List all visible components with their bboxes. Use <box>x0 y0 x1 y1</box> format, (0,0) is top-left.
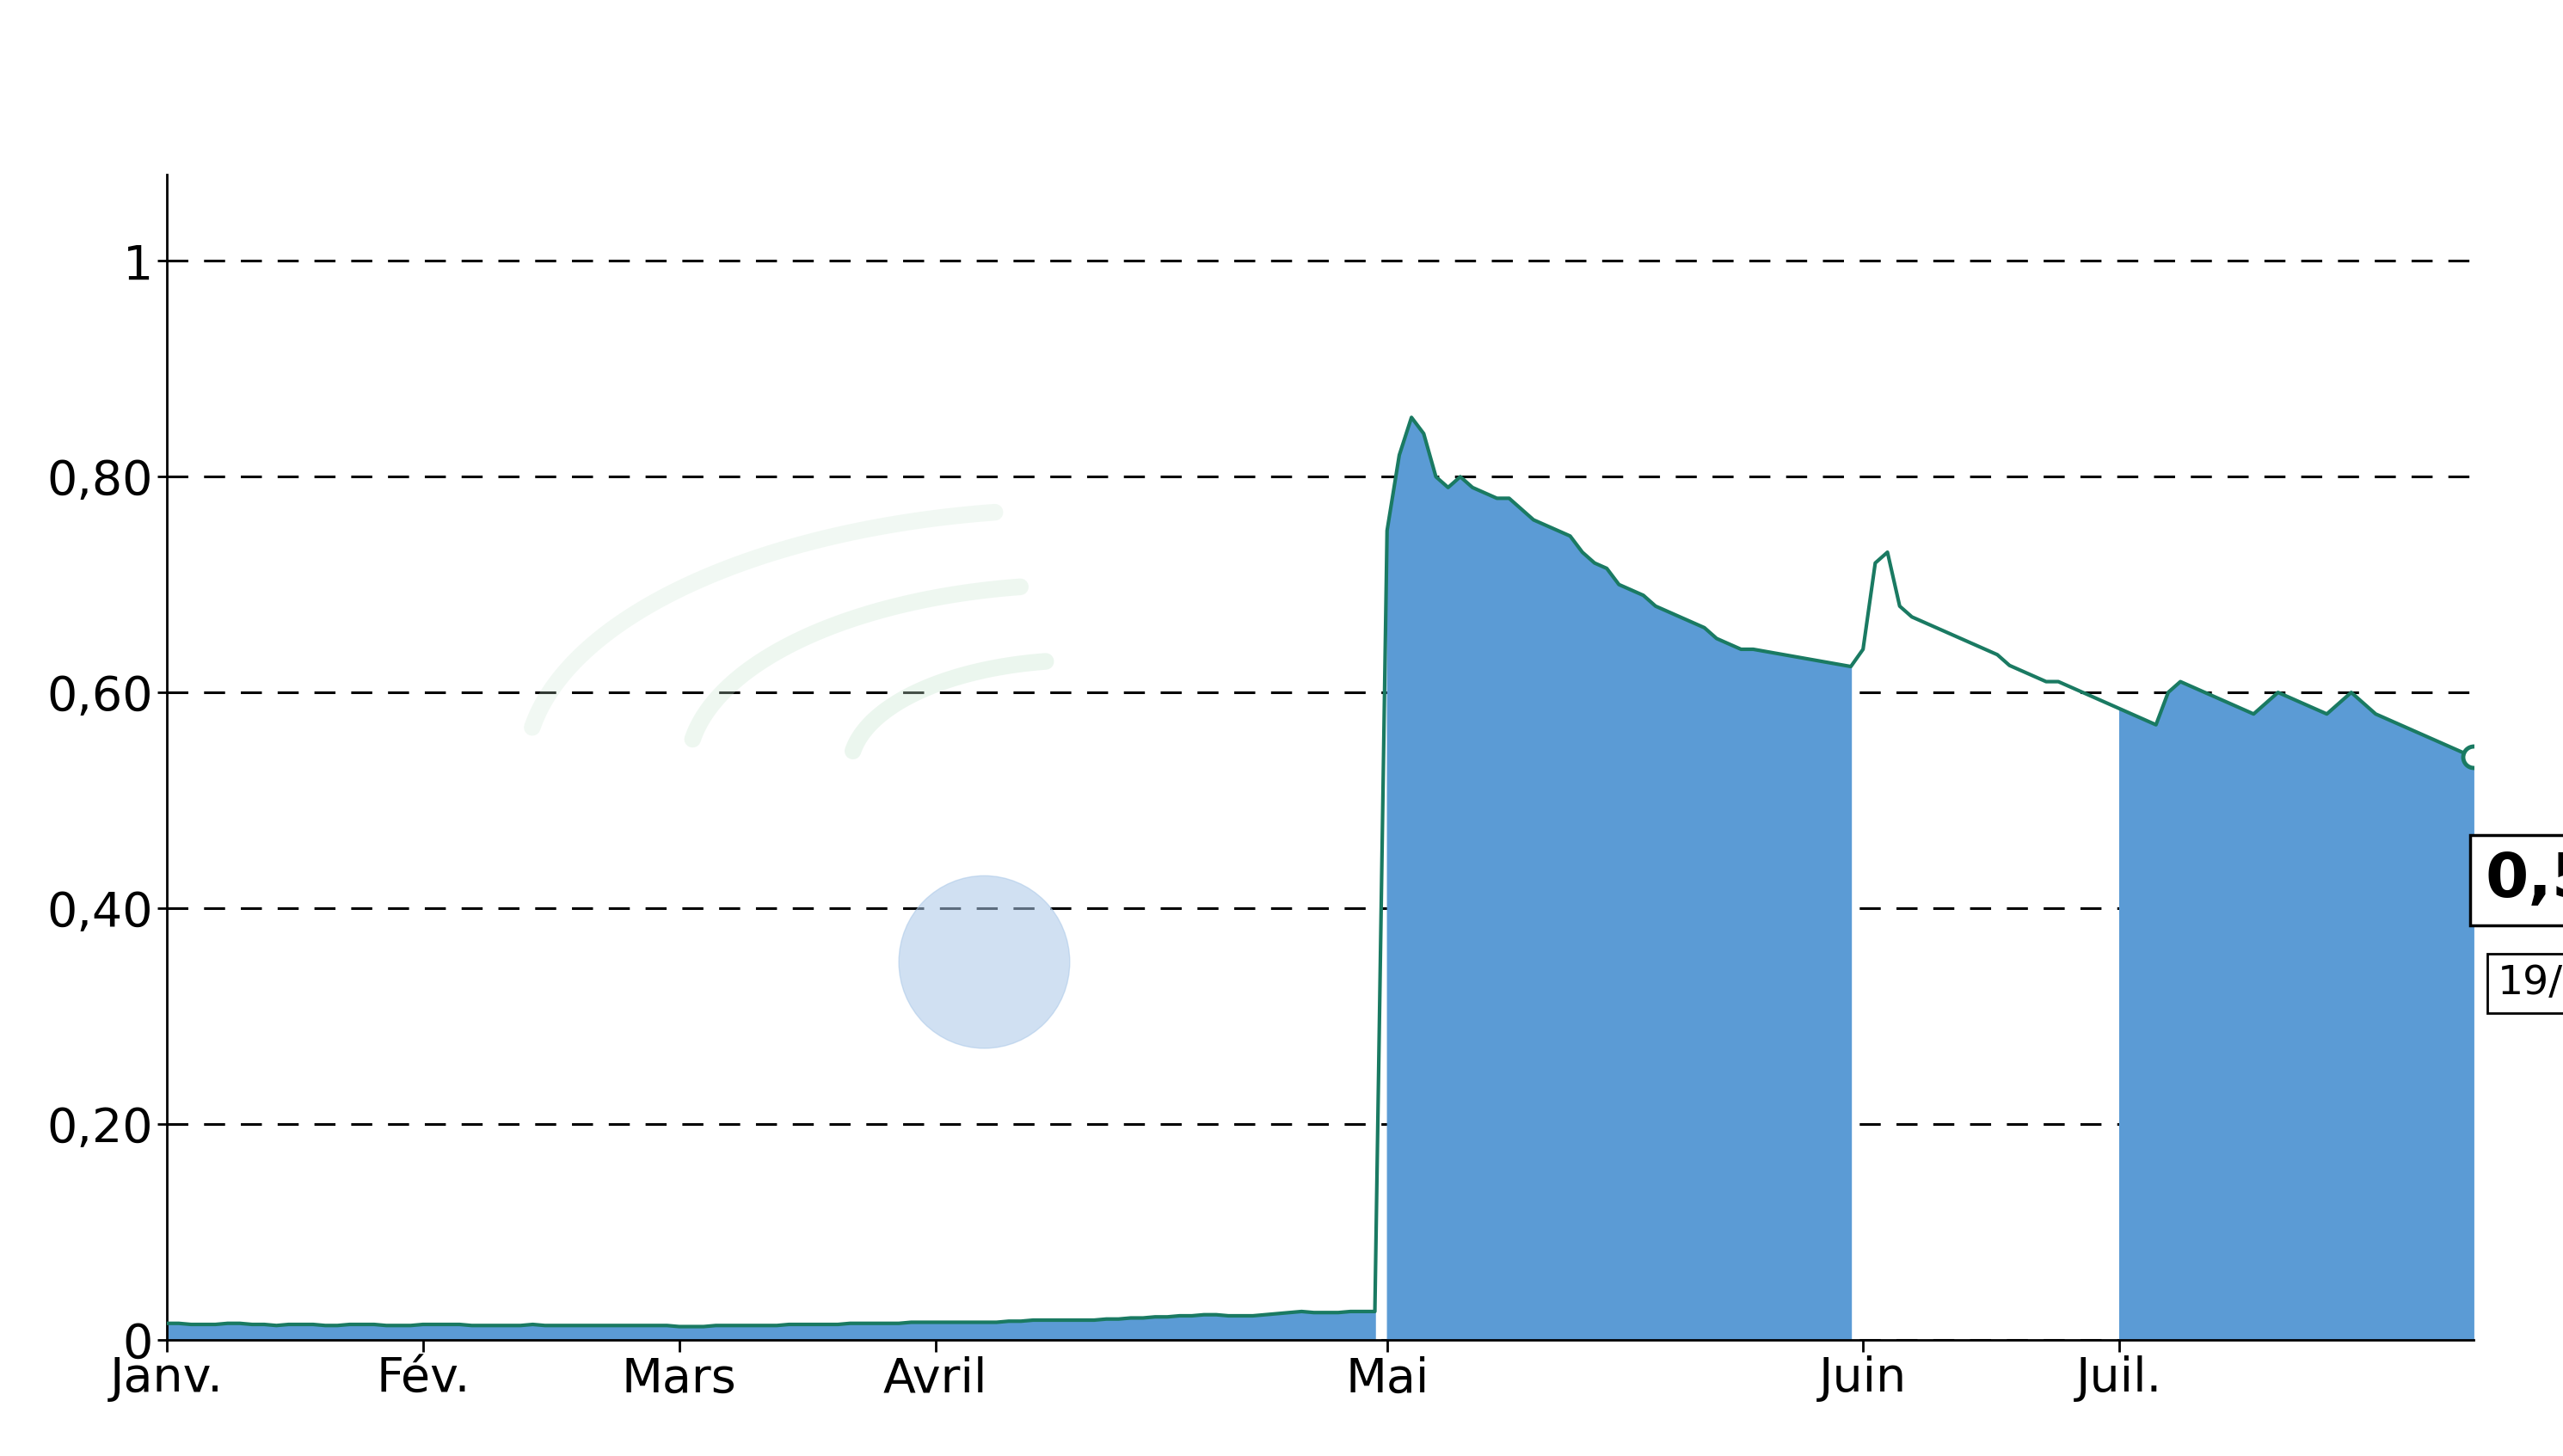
Ellipse shape <box>900 875 1069 1048</box>
Text: BIOPHYTIS: BIOPHYTIS <box>992 31 1571 122</box>
Text: 19/07: 19/07 <box>2499 964 2563 1003</box>
Text: 0,54: 0,54 <box>2486 850 2563 910</box>
